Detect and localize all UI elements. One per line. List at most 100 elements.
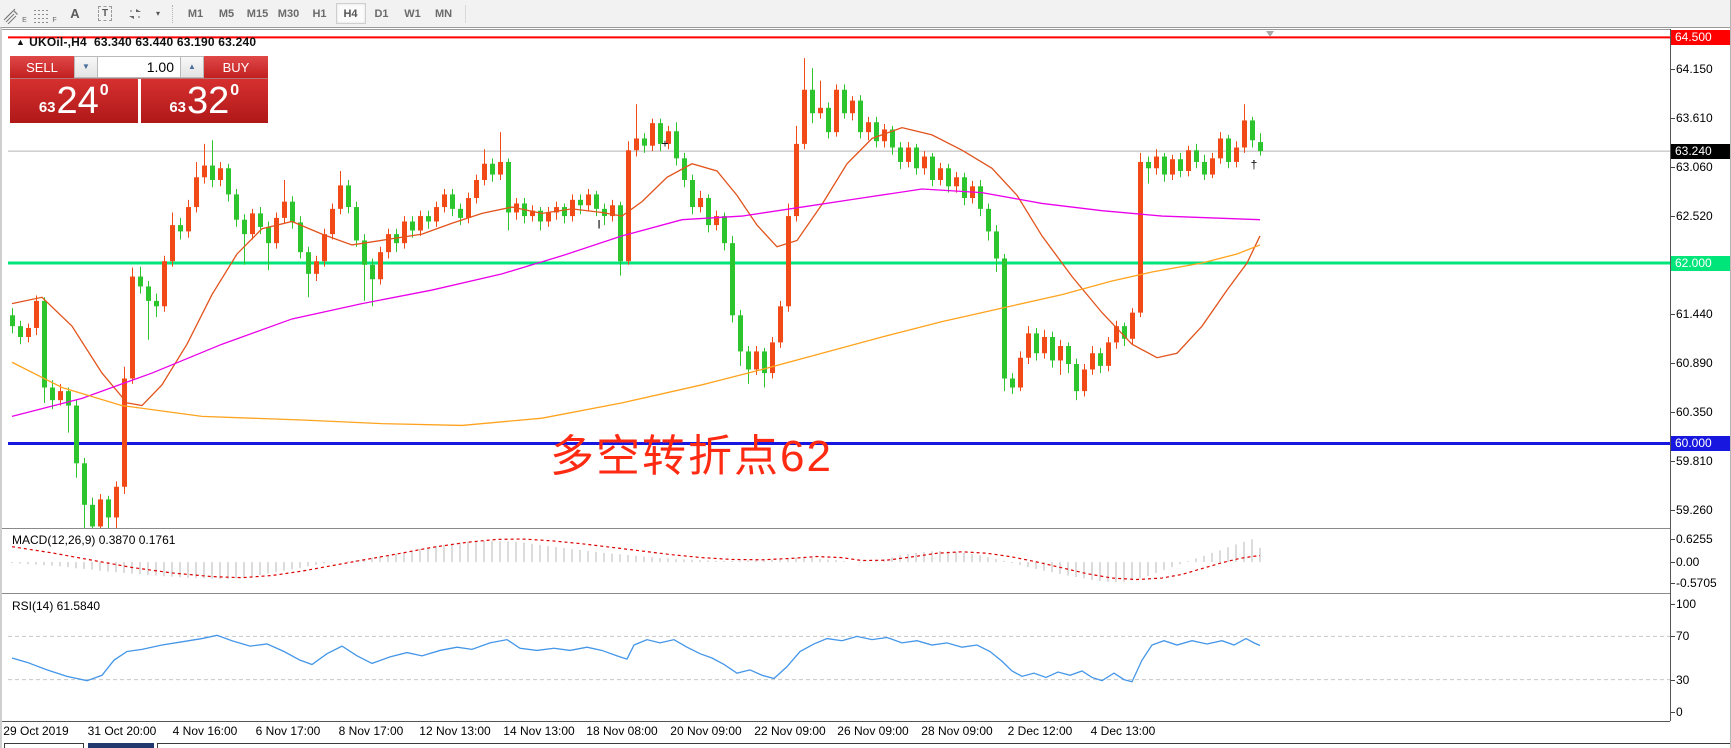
timeframe-m5[interactable]: M5 (212, 3, 242, 24)
time-axis-label: 12 Nov 13:00 (419, 724, 491, 738)
axis-tick (1671, 411, 1675, 413)
time-axis-label: 4 Dec 13:00 (1090, 724, 1156, 738)
rsi-indicator-label: RSI(14) 61.5840 (12, 599, 101, 613)
price-badge-62.000: 62.000 (1671, 255, 1730, 271)
axis-tick (1671, 69, 1675, 70)
price-tick-label: 59.810 (1676, 453, 1713, 468)
axis-tick (1671, 679, 1675, 681)
axis-tick (1671, 604, 1675, 605)
time-axis-label: 28 Nov 09:00 (921, 724, 993, 738)
timeframe-m1[interactable]: M1 (181, 3, 211, 24)
axis-tick (1671, 712, 1675, 713)
axis-tick (1671, 363, 1675, 365)
price-tick-label: 64.150 (1676, 62, 1713, 76)
cycle-arrows-icon[interactable] (122, 4, 148, 24)
axis-tick (1671, 167, 1675, 169)
rsi-axis-label: 30 (1676, 672, 1690, 687)
macd-layer (11, 538, 1261, 583)
axis-tick (1671, 117, 1675, 119)
timeframe-h1[interactable]: H1 (305, 3, 335, 24)
timeframe-d1[interactable]: D1 (367, 3, 397, 24)
volume-input[interactable] (98, 56, 180, 78)
time-axis-label: 4 Nov 16:00 (172, 724, 238, 738)
toolbar: E F A T ▾ M1 M5 M15 M30 H1 H4 D1 W1 MN (0, 0, 1730, 28)
toolbar-dropdown-caret-icon[interactable]: ▾ (155, 9, 160, 18)
text-box-icon[interactable]: T (92, 4, 118, 24)
time-axis-label: 31 Oct 20:00 (87, 724, 157, 738)
time-axis-label: 2 Dec 12:00 (1007, 724, 1073, 738)
price-badge-64.500: 64.500 (1671, 29, 1730, 45)
grid-pattern-icon[interactable]: F (32, 4, 58, 24)
timeframe-mn[interactable]: MN (429, 3, 459, 24)
toolbar-separator-2 (465, 4, 466, 23)
macd-axis-label: 0.00 (1676, 555, 1700, 569)
timeframe-w1[interactable]: W1 (398, 3, 428, 24)
price-tick-label: 59.260 (1676, 503, 1713, 518)
axis-tick (1671, 636, 1675, 638)
symbol-label: UKOil-,H4 (29, 35, 87, 49)
sell-price-sup: 0 (99, 82, 109, 99)
axis-tick (1671, 539, 1675, 541)
buy-button[interactable]: BUY (204, 56, 268, 78)
axis-tick (1671, 510, 1675, 512)
price-badge-60.000: 60.000 (1671, 435, 1730, 451)
collapse-arrow-icon[interactable]: ▲ (16, 37, 26, 47)
axis-tick (1671, 460, 1675, 462)
price-tick-label: 60.890 (1676, 356, 1713, 371)
time-axis-label: 18 Nov 08:00 (586, 724, 658, 738)
main-chart-layer: I + † (8, 36, 1670, 528)
axis-tick (1671, 216, 1675, 218)
svg-text:+: + (661, 137, 668, 151)
time-axis-label: 6 Nov 17:00 (255, 724, 321, 738)
time-axis-label: 14 Nov 13:00 (503, 724, 575, 738)
chart-annotation-text: 多空转折点62 (550, 432, 833, 481)
price-tick-label: 63.060 (1676, 160, 1713, 175)
time-axis-label: 20 Nov 09:00 (670, 724, 742, 738)
volume-decrease-button[interactable]: ▼ (74, 56, 98, 78)
rsi-axis-label: 0 (1676, 705, 1683, 719)
svg-text:†: † (1251, 157, 1258, 171)
timeframe-m30[interactable]: M30 (274, 3, 304, 24)
axis-tick (1671, 562, 1675, 563)
chart-ohlc-header: ▲ UKOil-,H4 63.340 63.440 63.190 63.240 (16, 35, 256, 49)
time-axis-label: 22 Nov 09:00 (754, 724, 826, 738)
chart-canvas: I + † (2, 29, 1671, 722)
time-axis-label: 29 Oct 2019 (3, 724, 69, 738)
timeframe-m15[interactable]: M15 (243, 3, 273, 24)
buy-price-big: 32 (187, 80, 230, 122)
text-label-icon[interactable]: A (70, 6, 80, 21)
chart-area[interactable]: I + † ▲ UKOil-,H4 63.340 63.440 63.190 63.2… (0, 27, 1730, 748)
macd-axis-label: -0.5705 (1676, 575, 1717, 590)
price-badge-63.240: 63.240 (1671, 143, 1730, 159)
buy-price-display[interactable]: 63 32 0 (140, 79, 268, 123)
price-tick-label: 61.440 (1676, 306, 1713, 321)
chart-tab-strip (2, 741, 1730, 748)
chart-tab-3[interactable] (157, 743, 1730, 748)
volume-increase-button[interactable]: ▲ (180, 56, 204, 78)
macd-indicator-label: MACD(12,26,9) 0.3870 0.1761 (12, 533, 176, 547)
chart-tab-active[interactable] (88, 743, 154, 748)
ohlc-values: 63.340 63.440 63.190 63.240 (94, 35, 257, 49)
buy-price-prefix: 63 (169, 99, 186, 116)
rsi-layer (8, 634, 1670, 683)
chart-shift-marker-icon[interactable] (1266, 31, 1274, 37)
price-tick-label: 62.520 (1676, 209, 1713, 224)
toolbar-separator (172, 4, 174, 23)
timeframe-h4[interactable]: H4 (335, 3, 366, 24)
time-axis-label: 8 Nov 17:00 (338, 724, 404, 738)
one-click-trade-panel: SELL ▼ ▲ BUY 63 24 0 63 32 0 (10, 56, 268, 123)
sell-price-big: 24 (56, 80, 99, 122)
rsi-axis-label: 70 (1676, 629, 1690, 644)
svg-text:I: I (597, 218, 600, 232)
draw-study-icon[interactable]: E (2, 4, 28, 24)
axis-tick (1671, 313, 1675, 315)
sell-button[interactable]: SELL (10, 56, 74, 78)
rsi-axis-label: 100 (1676, 597, 1697, 611)
sell-price-display[interactable]: 63 24 0 (10, 79, 138, 123)
buy-price-sup: 0 (230, 82, 240, 99)
price-tick-label: 63.610 (1676, 110, 1713, 125)
price-tick-label: 60.350 (1676, 404, 1713, 419)
chart-tab-1[interactable] (4, 743, 84, 748)
sell-price-prefix: 63 (38, 99, 56, 116)
